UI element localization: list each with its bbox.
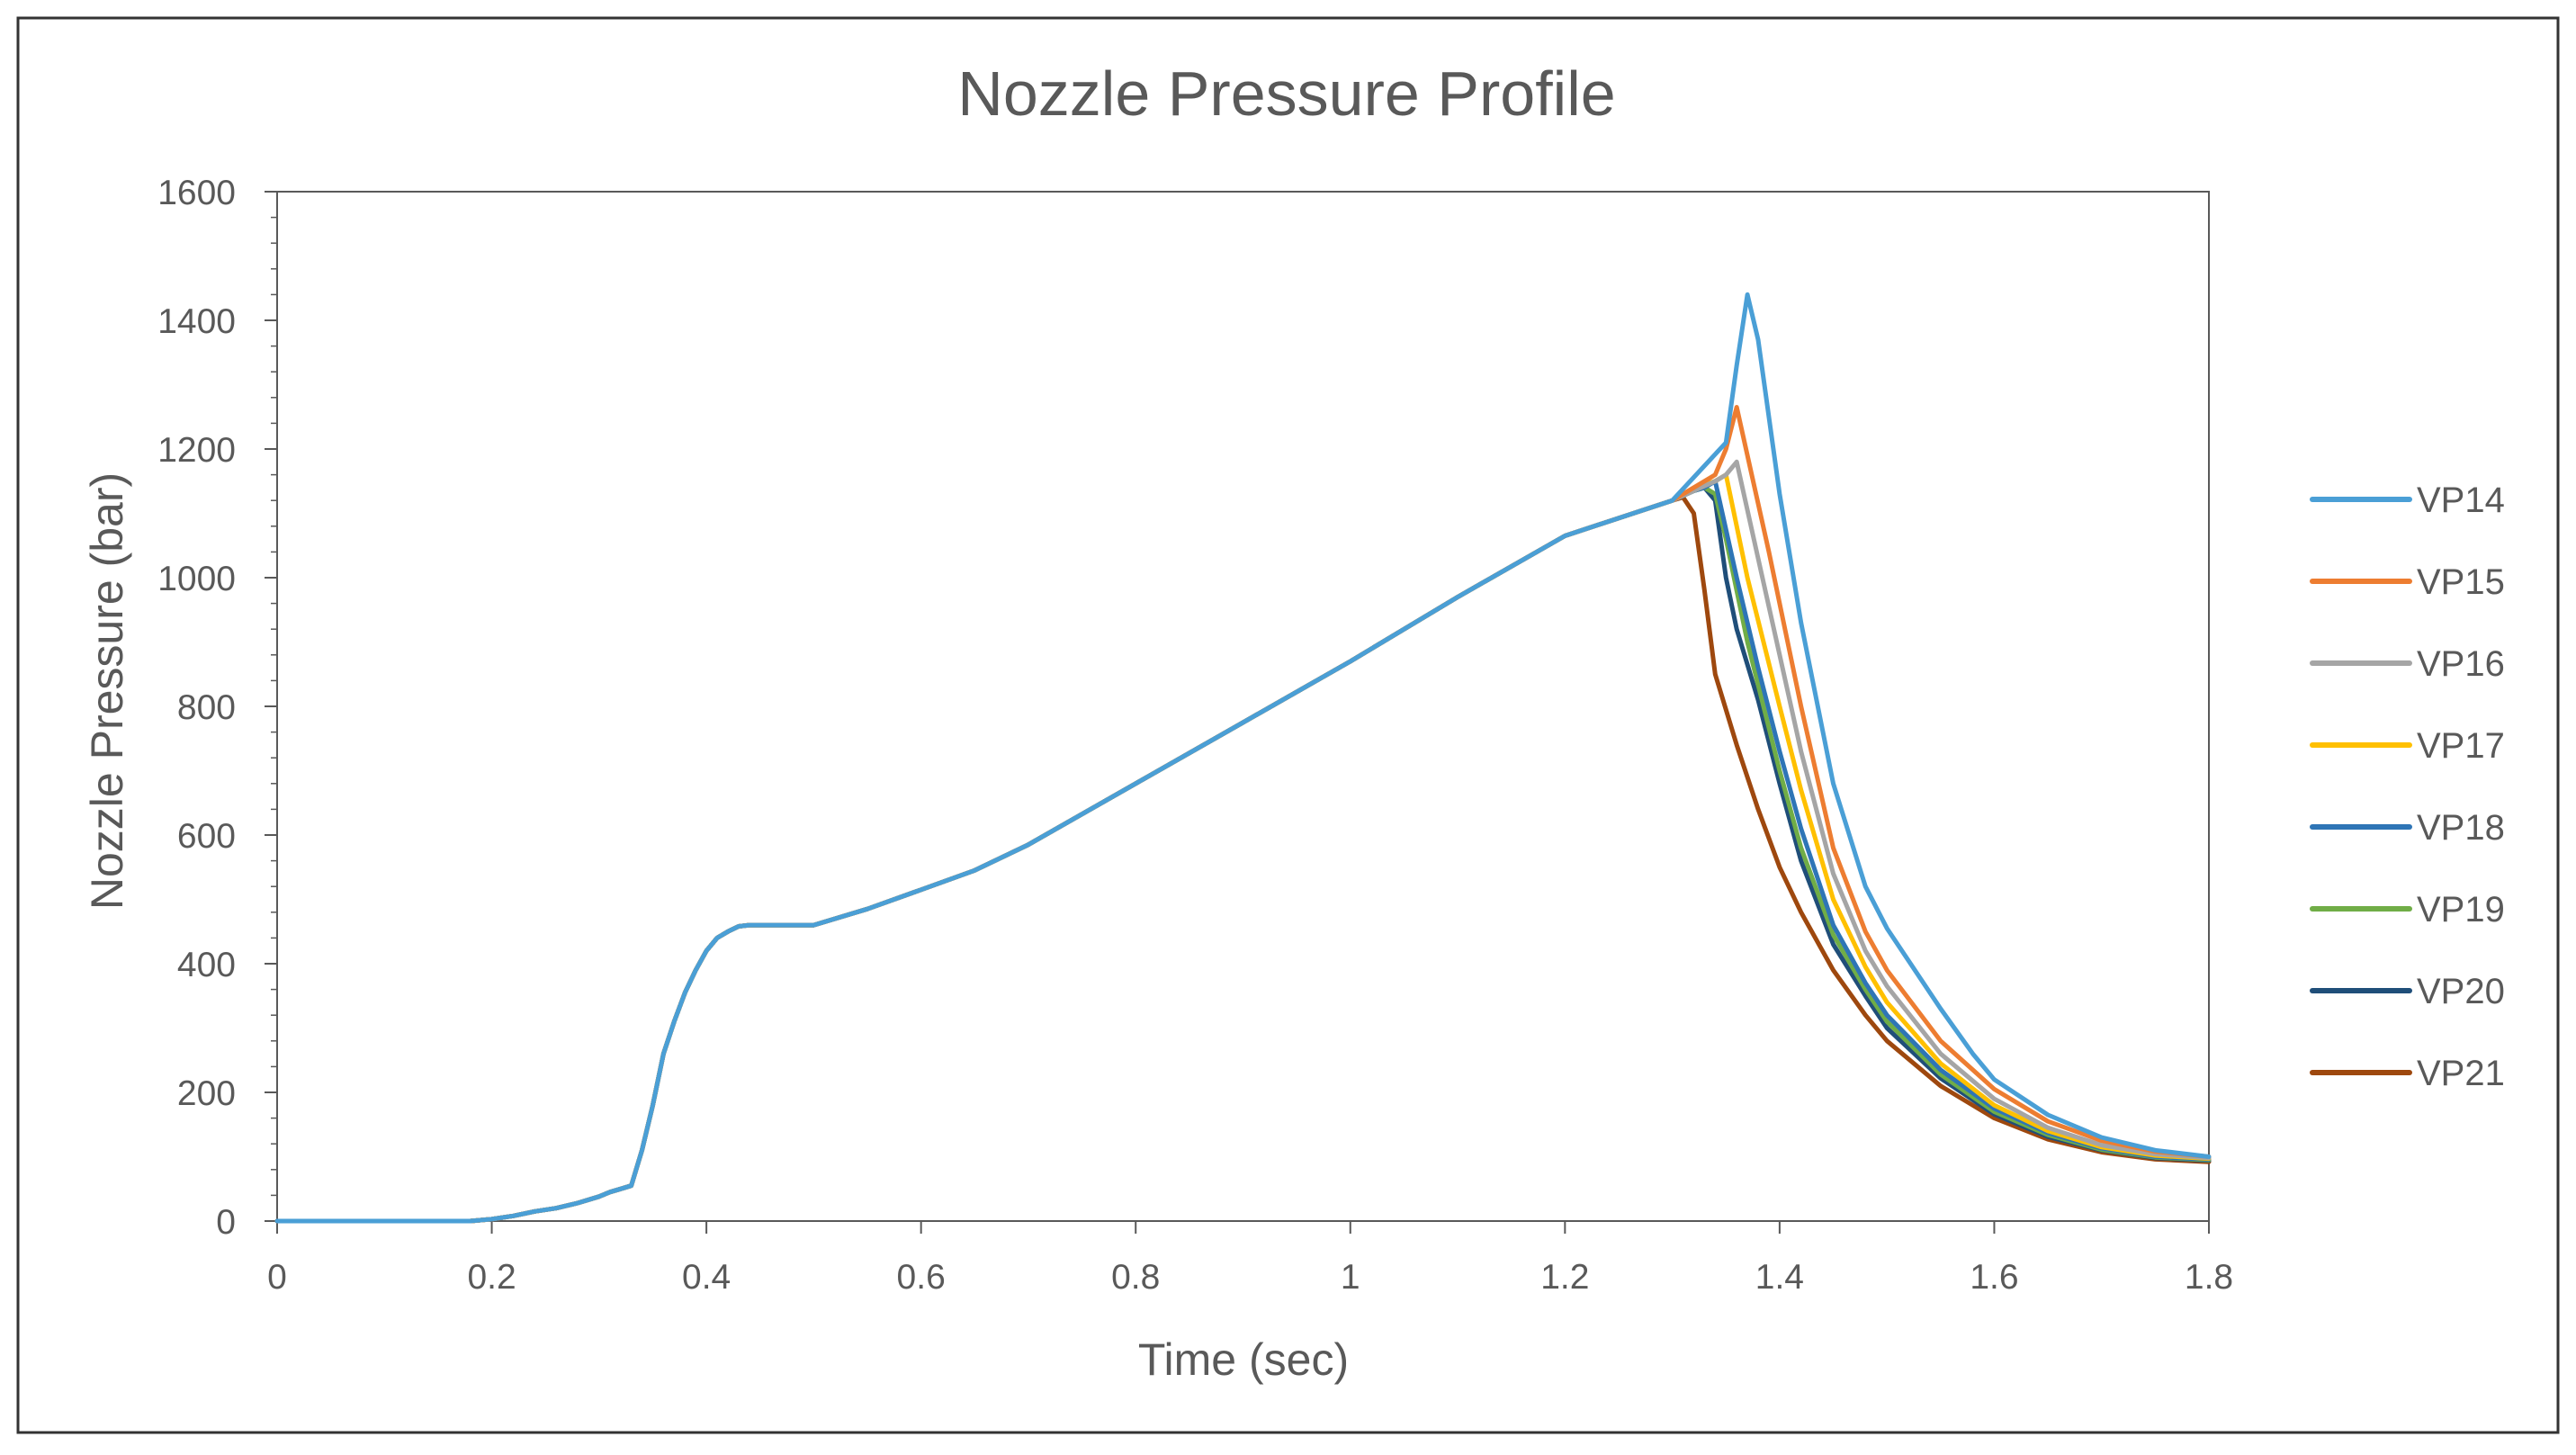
x-axis-title: Time (sec) <box>1138 1334 1349 1385</box>
legend-label-vp21: VP21 <box>2417 1054 2505 1093</box>
legend-label-vp20: VP20 <box>2417 972 2505 1011</box>
plot-area-frame <box>276 191 2210 1222</box>
y-tick-label: 400 <box>177 946 236 984</box>
x-tick-label: 1.6 <box>1970 1258 2018 1297</box>
x-tick-label: 0.2 <box>467 1258 516 1297</box>
x-tick-label: 1.4 <box>1755 1258 1804 1297</box>
x-axis-ticks: 0 0.2 0.4 0.6 0.8 1 1.2 1.4 1.6 1.8 <box>267 1221 2233 1297</box>
legend-label-vp16: VP16 <box>2417 644 2505 684</box>
y-tick-label: 0 <box>216 1203 236 1242</box>
legend-label-vp17: VP17 <box>2417 726 2505 766</box>
series-layer <box>274 292 2212 1224</box>
x-tick-label: 1 <box>1341 1258 1360 1297</box>
legend: VP14 VP15 VP16 VP17 VP18 VP19 VP20 VP21 <box>2310 481 2505 1093</box>
x-tick-label: 1.2 <box>1540 1258 1589 1297</box>
figure-border <box>16 16 2560 1434</box>
series-line-vp14 <box>274 292 2212 1224</box>
y-tick-label: 1000 <box>157 560 236 598</box>
chart-title: Nozzle Pressure Profile <box>957 58 1615 129</box>
x-tick-label: 0.4 <box>682 1258 731 1297</box>
y-tick-label: 800 <box>177 688 236 727</box>
x-tick-label: 0 <box>267 1258 287 1297</box>
y-tick-label: 1200 <box>157 431 236 470</box>
y-tick-label: 600 <box>177 817 236 856</box>
x-tick-label: 0.6 <box>897 1258 946 1297</box>
legend-label-vp19: VP19 <box>2417 890 2505 930</box>
y-tick-label: 1400 <box>157 302 236 341</box>
legend-label-vp18: VP18 <box>2417 808 2505 848</box>
x-tick-label: 0.8 <box>1111 1258 1160 1297</box>
x-tick-label: 1.8 <box>2185 1258 2233 1297</box>
y-tick-label: 200 <box>177 1074 236 1113</box>
y-axis-title: Nozzle Pressure (bar) <box>82 472 132 910</box>
y-tick-label: 1600 <box>157 174 236 212</box>
legend-label-vp14: VP14 <box>2417 481 2505 520</box>
y-axis-ticks: 0 200 400 600 800 1000 1200 1400 1600 <box>157 174 277 1242</box>
legend-label-vp15: VP15 <box>2417 562 2505 602</box>
